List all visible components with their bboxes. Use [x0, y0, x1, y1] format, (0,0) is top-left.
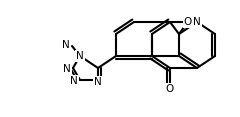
Text: N: N	[193, 17, 201, 27]
Text: O: O	[166, 84, 174, 94]
Text: N: N	[62, 40, 70, 50]
Text: N: N	[63, 64, 71, 74]
Text: O: O	[184, 17, 192, 27]
Text: N: N	[76, 51, 84, 61]
Text: N: N	[94, 77, 102, 87]
Text: N: N	[70, 76, 78, 86]
